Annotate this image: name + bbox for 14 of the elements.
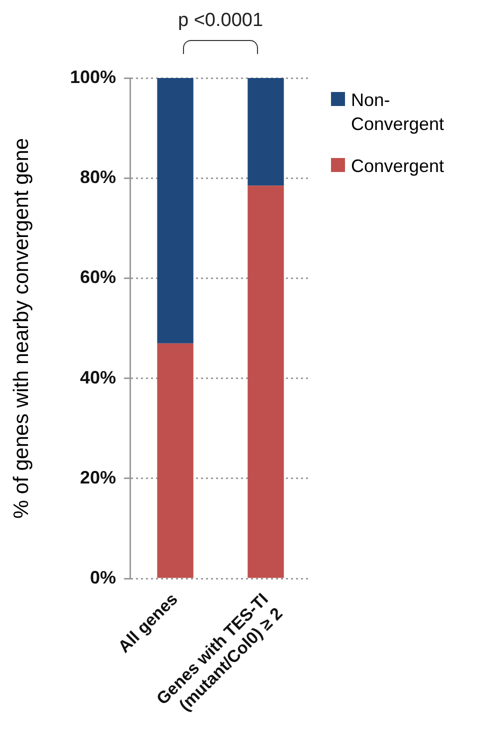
y-tick-label: 40% [80, 367, 116, 388]
y-tick-label: 20% [80, 467, 116, 488]
y-tick-label: 0% [90, 568, 116, 588]
bar [157, 343, 194, 578]
bar [157, 78, 194, 344]
legend-label: Non-Convergent [351, 89, 446, 136]
legend-label: Convergent [351, 155, 446, 178]
y-axis-title: % of genes with nearby convergent gene [10, 137, 34, 521]
text: p <0.0001 [178, 10, 264, 31]
bar [248, 186, 284, 578]
y-tick-label: 80% [80, 167, 116, 188]
y-tick-label: 60% [80, 267, 116, 288]
bar [248, 78, 284, 186]
y-tick-label: 100% [70, 66, 116, 87]
